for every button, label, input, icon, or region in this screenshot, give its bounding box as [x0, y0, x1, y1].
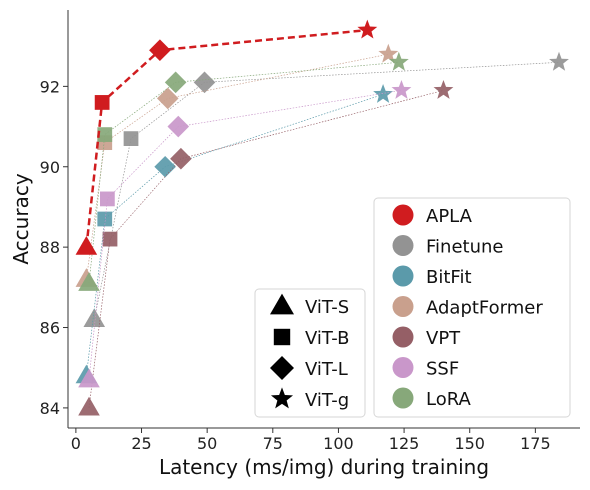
data-point	[78, 396, 100, 416]
x-tick-label: 0	[71, 434, 81, 453]
data-point	[149, 39, 171, 61]
data-point	[193, 71, 216, 94]
data-point	[156, 87, 179, 110]
series-apla	[75, 19, 378, 255]
legend-label: APLA	[426, 206, 473, 227]
data-point	[78, 272, 100, 291]
y-tick-label: 90	[40, 158, 60, 177]
series-lora	[78, 51, 409, 291]
data-point	[167, 115, 190, 138]
legend-label: VPT	[426, 328, 461, 349]
x-tick-label: 175	[520, 434, 551, 453]
data-point	[357, 19, 378, 39]
legend-label: SSF	[426, 359, 459, 380]
series-line	[88, 90, 444, 408]
data-point	[154, 155, 176, 178]
y-axis-title: Accuracy	[9, 173, 33, 264]
legend-label: ViT-g	[305, 390, 349, 411]
series-line	[88, 61, 399, 284]
legend-methods-frame	[373, 197, 571, 418]
data-point	[97, 211, 113, 227]
data-point	[373, 83, 394, 103]
series-ssf	[78, 79, 412, 388]
data-point	[170, 147, 192, 170]
legend-marker	[270, 293, 294, 315]
data-point	[391, 79, 412, 99]
x-tick-label: 75	[263, 434, 283, 453]
x-axis-title: Latency (ms/img) during training	[159, 455, 489, 479]
x-tick-label: 125	[389, 434, 420, 453]
data-point	[100, 191, 115, 207]
x-tick-label: 150	[454, 434, 485, 453]
series-vpt	[78, 79, 454, 416]
data-point	[378, 43, 399, 63]
legend-marker	[392, 326, 414, 348]
data-point	[102, 231, 118, 247]
legend-methods: APLA Finetune BitFit AdaptFormer VPT SSF LoRA	[373, 197, 571, 418]
legend-label: AdaptFormer	[426, 298, 543, 319]
legend-label: ViT-L	[305, 359, 348, 380]
legend-label: ViT-B	[305, 328, 349, 349]
data-point	[123, 131, 139, 146]
series-bitfit	[75, 83, 394, 384]
data-point	[164, 71, 187, 94]
legend-marker	[392, 296, 414, 317]
series-finetune	[83, 51, 569, 328]
legend-marker	[273, 328, 291, 346]
legend-marker	[392, 204, 414, 226]
legend-marker	[270, 356, 294, 380]
y-tick-label: 84	[40, 399, 60, 418]
legend-marker	[392, 387, 414, 409]
data-point	[78, 368, 100, 388]
legend-label: BitFit	[426, 267, 472, 288]
legend-models: ViT-S ViT-B ViT-L ViT-g	[254, 288, 366, 418]
x-tick-label: 100	[323, 434, 354, 453]
legend-label: LoRA	[426, 389, 472, 410]
legend-models-frame	[254, 288, 366, 418]
series-line	[86, 53, 389, 280]
data-point	[97, 127, 113, 142]
data-point	[83, 308, 106, 328]
legend-label: Finetune	[426, 237, 503, 258]
legend-marker	[270, 387, 294, 409]
y-tick-label: 92	[40, 77, 60, 96]
data-point	[388, 51, 409, 71]
data-point	[94, 95, 110, 110]
legend-marker	[392, 235, 414, 256]
data-point	[549, 51, 569, 71]
legend-marker	[392, 265, 414, 287]
y-tick-label: 86	[40, 319, 60, 338]
legend-marker	[392, 357, 414, 378]
legend-label: ViT-S	[305, 297, 349, 318]
data-point	[75, 235, 98, 255]
series-line	[86, 94, 384, 376]
x-tick-label: 25	[131, 434, 151, 453]
series-line	[85, 28, 368, 248]
y-tick-label: 88	[40, 238, 60, 257]
x-tick-label: 50	[197, 434, 217, 453]
data-point	[433, 79, 454, 99]
